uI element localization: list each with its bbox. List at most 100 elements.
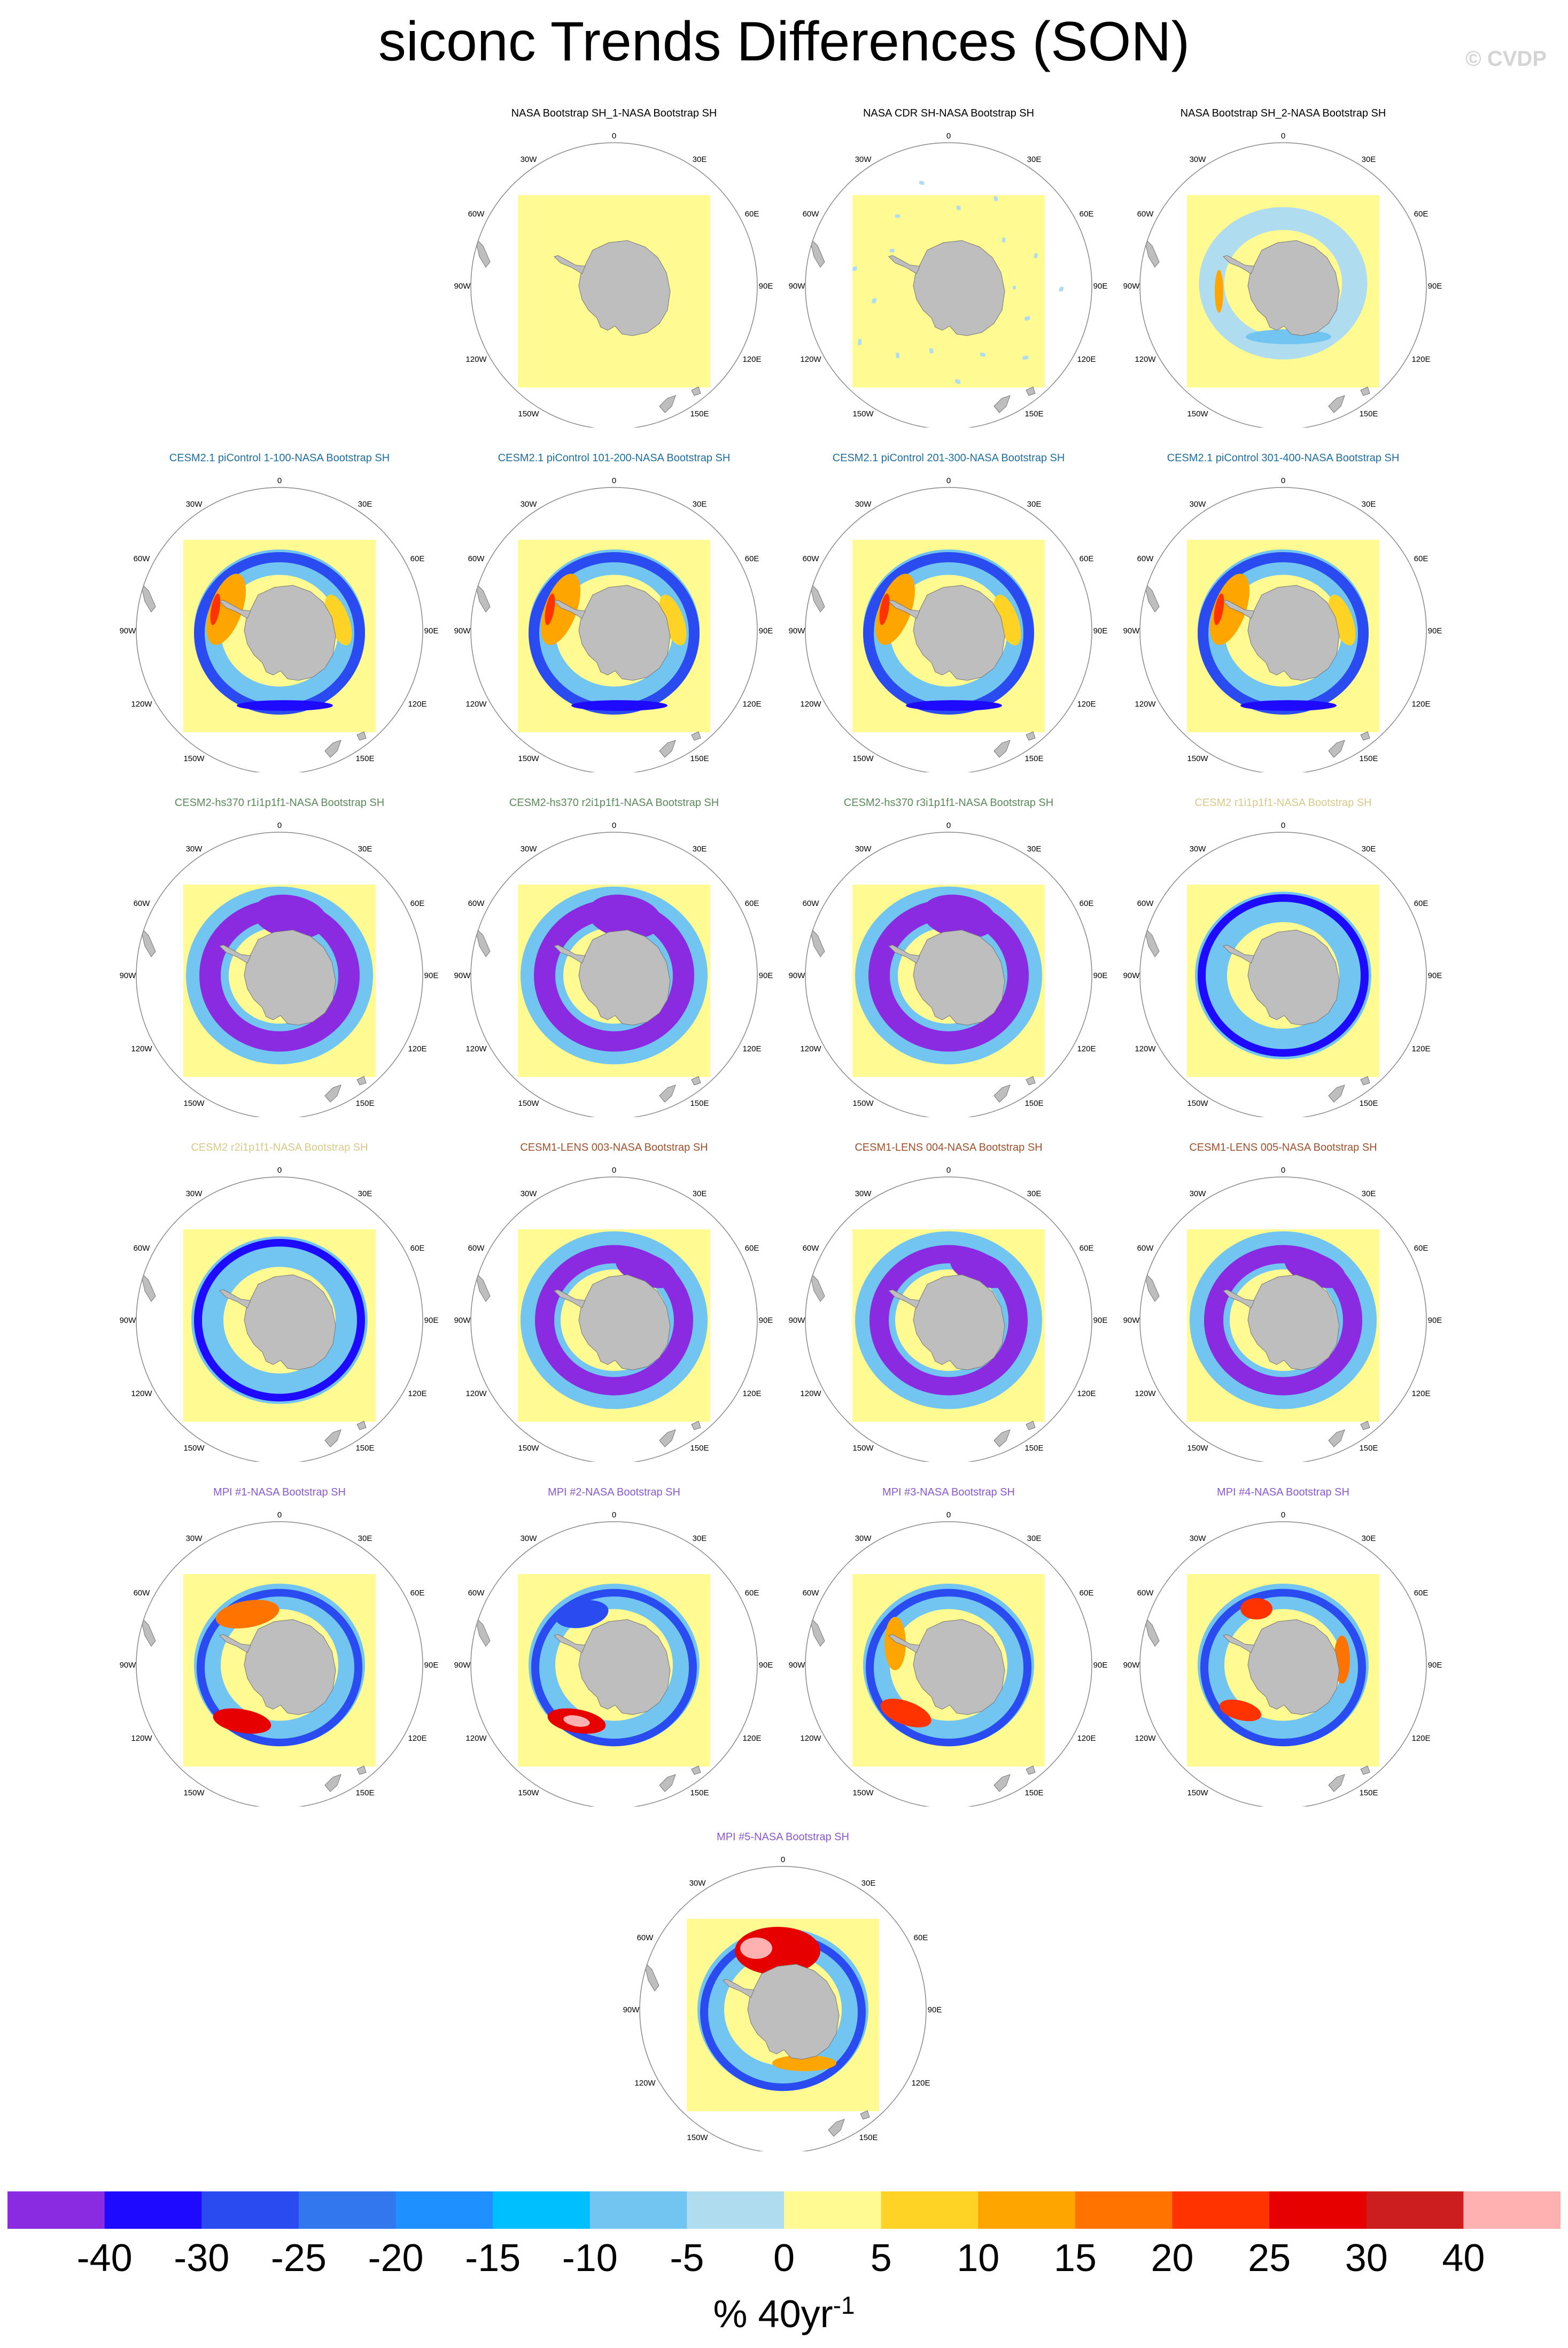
longitude-label: 150E bbox=[1359, 1099, 1378, 1108]
longitude-label: 120E bbox=[408, 1734, 426, 1743]
longitude-label: 150E bbox=[355, 1099, 374, 1108]
longitude-label: 120E bbox=[1077, 700, 1096, 709]
longitude-label: 90E bbox=[759, 1316, 773, 1325]
longitude-label: 90W bbox=[789, 1661, 806, 1670]
longitude-label: 150E bbox=[690, 1099, 709, 1108]
longitude-label: 90W bbox=[454, 626, 471, 636]
trend-overlay bbox=[529, 1584, 700, 1747]
panel-title: CESM2-hs370 r3i1p1f1-NASA Bootstrap SH bbox=[843, 797, 1054, 809]
longitude-label: 120E bbox=[742, 355, 761, 364]
longitude-label: 90W bbox=[789, 971, 806, 980]
south-america-tip bbox=[809, 926, 825, 957]
longitude-label: 90W bbox=[120, 1661, 137, 1670]
units-main-text: % 40yr bbox=[713, 2293, 833, 2336]
colorbar-labels: -40 -30 -25 -20 -15 -10 -5 0 5 10 15 20 25 30 40 bbox=[0, 2234, 1568, 2282]
south-america-tip bbox=[475, 1616, 491, 1647]
island-landmass bbox=[1360, 1421, 1370, 1430]
antarctica-landmass bbox=[244, 1274, 336, 1370]
colorbar-swatch bbox=[881, 2191, 979, 2229]
panel-title: CESM1-LENS 004-NASA Bootstrap SH bbox=[855, 1142, 1043, 1153]
trend-overlay bbox=[194, 549, 365, 715]
longitude-label: 90E bbox=[759, 626, 773, 636]
map-panel: CESM2-hs370 r3i1p1f1-NASA Bootstrap SH 0 3… bbox=[783, 796, 1114, 1117]
longitude-label: 60W bbox=[1137, 210, 1154, 219]
map-boundary-circle bbox=[470, 487, 758, 772]
south-america-tip bbox=[475, 237, 491, 268]
island-landmass bbox=[691, 1076, 701, 1086]
polar-map: 030W30E60W60E90W90E120W120E150W150E180 bbox=[1123, 1510, 1442, 1807]
panel-title: NASA Bootstrap SH_1-NASA Bootstrap SH bbox=[511, 107, 717, 119]
trend-patch-yellow bbox=[993, 594, 1021, 646]
map-panel: CESM2.1 piControl 1-100-NASA Bootstrap S… bbox=[114, 452, 445, 772]
longitude-label: 120E bbox=[742, 1044, 761, 1053]
longitude-label: 60W bbox=[1137, 554, 1154, 563]
map-panel: CESM2.1 piControl 101-200-NASA Bootstrap… bbox=[448, 452, 780, 772]
longitude-label: 90E bbox=[759, 971, 773, 980]
longitude-label: 120W bbox=[1135, 355, 1156, 364]
trend-ring-light bbox=[1195, 892, 1371, 1059]
longitude-label: 30W bbox=[1190, 844, 1207, 854]
longitude-label: 120E bbox=[1411, 700, 1430, 709]
longitude-label: 150E bbox=[1024, 754, 1043, 763]
longitude-label: 90E bbox=[1093, 1316, 1108, 1325]
map-boundary-circle bbox=[136, 1176, 423, 1462]
longitude-label: 90W bbox=[120, 626, 137, 636]
longitude-label: 120E bbox=[1077, 1389, 1096, 1398]
island-landmass bbox=[356, 1076, 367, 1086]
longitude-label: 60E bbox=[410, 554, 425, 563]
antarctic-peninsula bbox=[1223, 1289, 1255, 1308]
polar-map: 030W30E60W60E90W90E120W120E150W150E180 bbox=[1123, 476, 1442, 772]
trend-overlay bbox=[529, 549, 700, 715]
south-america-tip bbox=[475, 926, 491, 957]
longitude-label: 150E bbox=[1024, 1444, 1043, 1453]
longitude-label: 30W bbox=[521, 844, 538, 854]
map-panel: NASA CDR SH-NASA Bootstrap SH 0 30W 30E 60W 6… bbox=[783, 107, 1114, 428]
longitude-label: 60W bbox=[637, 1933, 654, 1942]
antarctica-landmass bbox=[913, 1619, 1005, 1715]
antarctica-landmass bbox=[578, 1274, 671, 1370]
longitude-label: 150W bbox=[518, 754, 539, 763]
new-zealand-landmass bbox=[659, 1429, 676, 1447]
longitude-label: 120W bbox=[634, 2079, 656, 2088]
longitude-label: 120E bbox=[1411, 1389, 1430, 1398]
antarctica-landmass bbox=[913, 929, 1005, 1026]
longitude-label: 30E bbox=[358, 1189, 372, 1198]
longitude-label: 60W bbox=[803, 899, 820, 908]
longitude-label: 150E bbox=[690, 1444, 709, 1453]
panel-title: NASA CDR SH-NASA Bootstrap SH bbox=[863, 107, 1035, 119]
longitude-label: 120W bbox=[465, 1389, 487, 1398]
longitude-label: 150W bbox=[1187, 409, 1208, 419]
longitude-label: 90E bbox=[759, 1661, 773, 1670]
longitude-label: 0 bbox=[612, 1166, 616, 1175]
longitude-label: 120W bbox=[800, 1389, 821, 1398]
longitude-label: 30E bbox=[1362, 1534, 1376, 1543]
polar-map: 030W30E60W60E90W90E120W120E150W150E180 bbox=[454, 821, 773, 1117]
antarctic-peninsula bbox=[888, 255, 920, 274]
longitude-label: 150E bbox=[1024, 1099, 1043, 1108]
trend-overlay bbox=[697, 1927, 868, 2091]
colorbar-tick-label: 10 bbox=[957, 2237, 1000, 2280]
speckle-cell bbox=[955, 379, 959, 383]
longitude-label: 90W bbox=[1123, 1661, 1140, 1670]
antarctica-landmass bbox=[747, 1964, 840, 2060]
longitude-label: 0 bbox=[277, 1166, 282, 1175]
longitude-label: 60W bbox=[134, 554, 151, 563]
longitude-label: 0 bbox=[612, 1510, 616, 1520]
longitude-label: 0 bbox=[1281, 131, 1285, 141]
longitude-label: 60W bbox=[1137, 899, 1154, 908]
antarctic-peninsula bbox=[219, 1289, 251, 1308]
island-landmass bbox=[691, 1421, 701, 1430]
longitude-label: 60E bbox=[1080, 554, 1094, 563]
trend-overlay bbox=[194, 1584, 365, 1747]
longitude-label: 60W bbox=[803, 1244, 820, 1253]
trend-patch-pink bbox=[563, 1715, 590, 1727]
island-landmass bbox=[691, 731, 701, 741]
longitude-label: 0 bbox=[781, 1855, 785, 1864]
longitude-label: 90W bbox=[1123, 971, 1140, 980]
south-america-tip bbox=[1144, 926, 1160, 957]
speckle-cell bbox=[896, 214, 900, 218]
speckle-cell bbox=[980, 352, 983, 356]
longitude-label: 120E bbox=[742, 1389, 761, 1398]
island-landmass bbox=[356, 1765, 367, 1775]
panel-title: CESM2.1 piControl 1-100-NASA Bootstrap S… bbox=[169, 452, 390, 464]
